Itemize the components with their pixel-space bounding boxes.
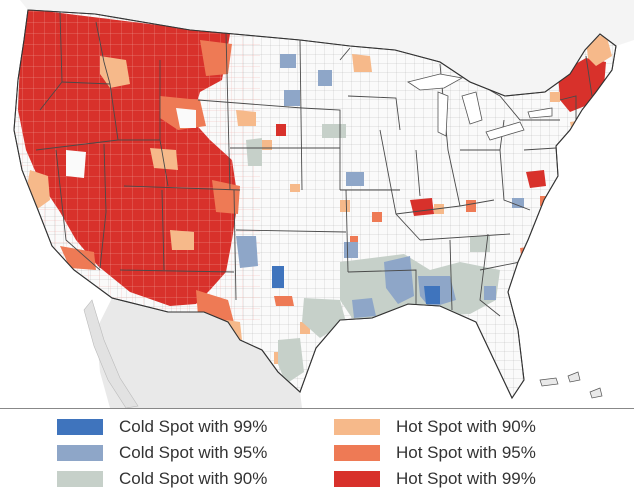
cold95-ga	[484, 286, 496, 300]
legend-label-hot95: Hot Spot with 95%	[396, 443, 536, 462]
cold95-mississippi	[384, 256, 414, 304]
hot90-patch-nd	[352, 54, 372, 72]
great-lakes	[407, 73, 553, 141]
legend-label-hot99: Hot Spot with 99%	[396, 469, 536, 488]
hot90-patch-newmex	[170, 230, 194, 250]
legend-swatch-cold95	[57, 445, 103, 461]
hot95-patch-colorado	[212, 180, 240, 214]
state-borders	[35, 11, 593, 317]
cold99-alabama	[424, 286, 440, 304]
cold95-louisiana	[352, 298, 376, 318]
cold90-ne	[322, 124, 346, 138]
hot95-patch-texas-central	[274, 296, 294, 306]
cold90-texas-coast	[278, 338, 304, 384]
hot99-patch-nebraska	[276, 124, 286, 136]
baja-peninsula	[83, 299, 139, 408]
us-county-map	[13, 0, 634, 408]
legend-swatch-hot90	[334, 419, 380, 435]
cold95-dakota	[284, 90, 300, 106]
legend-item-cold99: Cold Spot with 99%	[57, 416, 267, 438]
hot90-patch-kansas2	[340, 200, 350, 212]
legend-swatch-cold99	[57, 419, 103, 435]
hot95-patch-missouri	[372, 212, 382, 222]
hot90-patch-ok	[290, 184, 300, 192]
cold95-ohio	[512, 198, 524, 208]
hot90-patch-ny	[550, 92, 560, 102]
cold95-nd	[280, 54, 296, 68]
hot99-patch-kentucky	[410, 198, 434, 216]
mexico-land	[96, 298, 302, 408]
cold99-oklahoma	[272, 266, 284, 288]
cold95-nd2	[318, 70, 332, 86]
legend-item-hot99: Hot Spot with 99%	[334, 468, 536, 490]
map-area	[13, 0, 634, 408]
cold95-kansas	[346, 172, 364, 186]
hot95-patch-wv	[466, 200, 476, 212]
cold95-mo	[344, 242, 358, 258]
hot95-patch-montana	[200, 40, 232, 76]
us-outline	[13, 9, 617, 400]
caribbean-islands	[539, 371, 603, 399]
legend-item-hot95: Hot Spot with 95%	[334, 442, 536, 464]
legend-label-cold90: Cold Spot with 90%	[119, 469, 268, 488]
hot-spot-regions	[14, 10, 612, 364]
legend-item-hot90: Hot Spot with 90%	[334, 416, 536, 438]
cold90-plains	[246, 138, 262, 166]
legend-label-cold99: Cold Spot with 99%	[119, 417, 268, 436]
hot90-patch-sd	[236, 110, 256, 126]
canada-land	[20, 0, 634, 96]
hot95-patch-nc	[520, 246, 536, 262]
legend-swatch-hot95	[334, 445, 380, 461]
land-patch-wyoming	[176, 108, 196, 128]
hot90-patch-utah	[150, 148, 178, 170]
legend-label-cold95: Cold Spot with 95%	[119, 443, 268, 462]
legend-item-cold95: Cold Spot with 95%	[57, 442, 267, 464]
hot99-patch-virginia	[526, 170, 546, 188]
land-patch-nevada	[66, 150, 86, 178]
cold95-oklahoma	[236, 236, 258, 268]
legend-item-cold90: Cold Spot with 90%	[57, 468, 267, 490]
legend-swatch-hot99	[334, 471, 380, 487]
cold90-tn	[470, 236, 490, 252]
legend-swatch-cold90	[57, 471, 103, 487]
legend: Cold Spot with 99% Cold Spot with 95% Co…	[0, 408, 634, 496]
legend-label-hot90: Hot Spot with 90%	[396, 417, 536, 436]
hot90-patch-idaho	[100, 56, 130, 88]
